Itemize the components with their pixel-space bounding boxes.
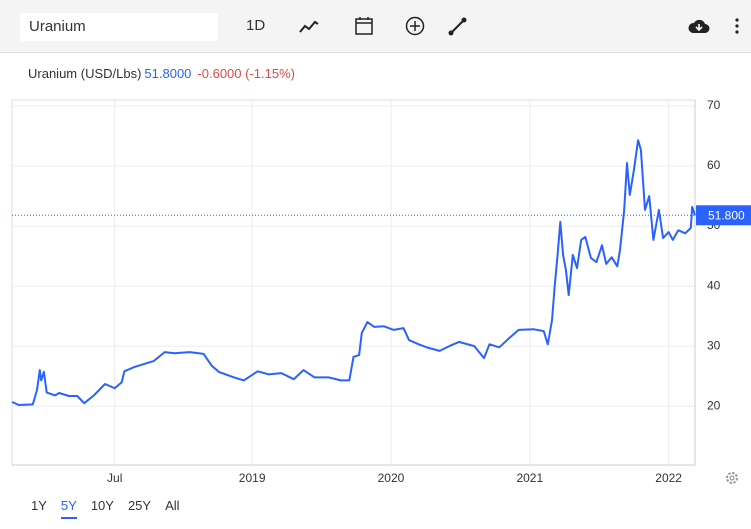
- y-tick-label: 70: [707, 98, 721, 112]
- add-icon[interactable]: [405, 16, 427, 38]
- price: 51.8000: [144, 66, 192, 81]
- range-button[interactable]: 25Y: [127, 498, 152, 513]
- download-icon[interactable]: [688, 16, 712, 38]
- toolbar: Uranium 1D: [0, 0, 751, 53]
- settings-icon[interactable]: [724, 470, 740, 486]
- range-button[interactable]: 1Y: [31, 498, 47, 513]
- x-tick-label: 2022: [655, 471, 682, 485]
- x-tick-label: 2019: [239, 471, 266, 485]
- line-icon[interactable]: [298, 16, 320, 38]
- y-tick-label: 60: [707, 158, 721, 172]
- price-line: [11, 139, 696, 406]
- x-tick-label: 2021: [516, 471, 543, 485]
- range-selector: 1Y 5Y 10Y 25Y All: [24, 496, 187, 519]
- legend-header: Uranium (USD/Lbs) 51.8000 -0.6000 (-1.15%): [28, 66, 295, 81]
- search-box[interactable]: Uranium: [20, 13, 218, 41]
- range-button[interactable]: All: [165, 498, 180, 513]
- x-tick-label: 2020: [378, 471, 405, 485]
- series-name: Uranium (USD/Lbs): [28, 66, 142, 81]
- chart: 203040506070Jul201920202021202251.800: [11, 98, 751, 485]
- last-price-tag: [696, 205, 751, 226]
- y-tick-label: 20: [707, 398, 721, 412]
- range-button[interactable]: 10Y: [90, 498, 114, 513]
- menu-icon[interactable]: [732, 16, 742, 38]
- draw-icon[interactable]: [448, 16, 470, 38]
- interval-button[interactable]: 1D: [246, 17, 266, 34]
- last-price-label: 51.800: [708, 208, 745, 222]
- change: -0.6000 (-1.15%): [197, 66, 295, 81]
- x-tick-label: Jul: [107, 471, 122, 485]
- y-tick-label: 40: [707, 278, 721, 292]
- y-tick-label: 30: [707, 338, 721, 352]
- calendar-icon[interactable]: [354, 15, 376, 37]
- range-button[interactable]: 5Y: [60, 496, 77, 519]
